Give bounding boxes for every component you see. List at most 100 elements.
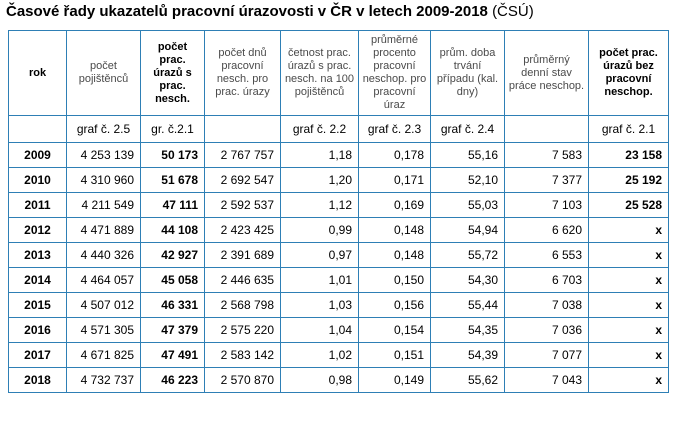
daily-state-cell: 7 036 xyxy=(504,317,589,343)
avg-duration-cell: 54,30 xyxy=(430,267,505,293)
graph-ref-cell xyxy=(204,115,281,143)
injuries-with-incapacity-cell: 44 108 xyxy=(140,217,205,243)
incapacity-days-cell: 2 583 142 xyxy=(204,342,281,368)
graph-ref-cell: graf č. 2.2 xyxy=(280,115,359,143)
col-header-avg-percent: průměrné procento pracovní neschop. pro … xyxy=(358,30,431,116)
table-row: 2017 4 671 825 47 491 2 583 142 1,02 0,151 54,… xyxy=(8,342,669,368)
avg-percent-cell: 0,149 xyxy=(358,367,431,393)
incapacity-days-cell: 2 568 798 xyxy=(204,292,281,318)
page-title: Časové řady ukazatelů pracovní úrazovost… xyxy=(6,3,534,20)
injuries-with-incapacity-cell: 47 111 xyxy=(140,192,205,218)
graph-ref-cell: graf č. 2.3 xyxy=(358,115,431,143)
avg-duration-cell: 55,44 xyxy=(430,292,505,318)
frequency-cell: 1,04 xyxy=(280,317,359,343)
avg-percent-cell: 0,178 xyxy=(358,142,431,168)
insured-cell: 4 732 737 xyxy=(66,367,141,393)
insured-cell: 4 253 139 xyxy=(66,142,141,168)
insured-cell: 4 507 012 xyxy=(66,292,141,318)
table-body: rok počet pojištěnců počet prac. úrazů s… xyxy=(8,30,669,393)
daily-state-cell: 7 103 xyxy=(504,192,589,218)
title-source: (ČSÚ) xyxy=(492,3,534,20)
incapacity-days-cell: 2 446 635 xyxy=(204,267,281,293)
injuries-with-incapacity-cell: 47 491 xyxy=(140,342,205,368)
header-row: rok počet pojištěnců počet prac. úrazů s… xyxy=(8,30,669,116)
frequency-cell: 1,03 xyxy=(280,292,359,318)
daily-state-cell: 7 043 xyxy=(504,367,589,393)
insured-cell: 4 464 057 xyxy=(66,267,141,293)
daily-state-cell: 7 583 xyxy=(504,142,589,168)
table-row: 2012 4 471 889 44 108 2 423 425 0,99 0,148 54,… xyxy=(8,217,669,243)
title-main: Časové řady ukazatelů pracovní úrazovost… xyxy=(6,3,488,20)
injuries-without-incapacity-cell: 23 158 xyxy=(588,142,669,168)
injuries-without-incapacity-cell: 25 528 xyxy=(588,192,669,218)
graph-ref-cell xyxy=(504,115,589,143)
col-header-frequency: četnost prac. úrazů s prac. nesch. na 10… xyxy=(280,30,359,116)
injuries-with-incapacity-cell: 46 223 xyxy=(140,367,205,393)
daily-state-cell: 6 703 xyxy=(504,267,589,293)
avg-duration-cell: 55,62 xyxy=(430,367,505,393)
graph-ref-cell: graf č. 2.4 xyxy=(430,115,505,143)
avg-percent-cell: 0,156 xyxy=(358,292,431,318)
frequency-cell: 1,01 xyxy=(280,267,359,293)
daily-state-cell: 7 038 xyxy=(504,292,589,318)
year-cell: 2018 xyxy=(8,367,67,393)
frequency-cell: 0,98 xyxy=(280,367,359,393)
injuries-with-incapacity-cell: 51 678 xyxy=(140,167,205,193)
table-row: 2011 4 211 549 47 111 2 592 537 1,12 0,169 55,… xyxy=(8,192,669,218)
insured-cell: 4 211 549 xyxy=(66,192,141,218)
daily-state-cell: 6 620 xyxy=(504,217,589,243)
avg-duration-cell: 55,16 xyxy=(430,142,505,168)
injuries-without-incapacity-cell: x xyxy=(588,292,669,318)
injuries-without-incapacity-cell: x xyxy=(588,317,669,343)
incapacity-days-cell: 2 692 547 xyxy=(204,167,281,193)
avg-duration-cell: 54,35 xyxy=(430,317,505,343)
col-header-incapacity-days: počet dnů pracovní nesch. pro prac. úraz… xyxy=(204,30,281,116)
frequency-cell: 1,12 xyxy=(280,192,359,218)
avg-percent-cell: 0,150 xyxy=(358,267,431,293)
frequency-cell: 1,20 xyxy=(280,167,359,193)
avg-duration-cell: 54,39 xyxy=(430,342,505,368)
year-cell: 2012 xyxy=(8,217,67,243)
insured-cell: 4 671 825 xyxy=(66,342,141,368)
injuries-with-incapacity-cell: 42 927 xyxy=(140,242,205,268)
injuries-with-incapacity-cell: 50 173 xyxy=(140,142,205,168)
avg-percent-cell: 0,148 xyxy=(358,217,431,243)
year-cell: 2014 xyxy=(8,267,67,293)
table-row: 2015 4 507 012 46 331 2 568 798 1,03 0,156 55,… xyxy=(8,292,669,318)
avg-duration-cell: 55,03 xyxy=(430,192,505,218)
year-cell: 2015 xyxy=(8,292,67,318)
graph-ref-cell xyxy=(8,115,67,143)
accident-statistics-table: rok počet pojištěnců počet prac. úrazů s… xyxy=(8,30,669,393)
daily-state-cell: 6 553 xyxy=(504,242,589,268)
insured-cell: 4 310 960 xyxy=(66,167,141,193)
insured-cell: 4 471 889 xyxy=(66,217,141,243)
injuries-with-incapacity-cell: 47 379 xyxy=(140,317,205,343)
incapacity-days-cell: 2 575 220 xyxy=(204,317,281,343)
frequency-cell: 1,18 xyxy=(280,142,359,168)
col-header-injuries-with-incapacity: počet prac. úrazů s prac. nesch. xyxy=(140,30,205,116)
avg-percent-cell: 0,151 xyxy=(358,342,431,368)
avg-duration-cell: 52,10 xyxy=(430,167,505,193)
injuries-without-incapacity-cell: x xyxy=(588,217,669,243)
graph-ref-cell: graf č. 2.1 xyxy=(588,115,669,143)
injuries-without-incapacity-cell: 25 192 xyxy=(588,167,669,193)
table-row: 2013 4 440 326 42 927 2 391 689 0,97 0,148 55,… xyxy=(8,242,669,268)
injuries-without-incapacity-cell: x xyxy=(588,242,669,268)
table-row: 2014 4 464 057 45 058 2 446 635 1,01 0,150 54,… xyxy=(8,267,669,293)
year-cell: 2016 xyxy=(8,317,67,343)
year-cell: 2009 xyxy=(8,142,67,168)
incapacity-days-cell: 2 767 757 xyxy=(204,142,281,168)
frequency-cell: 0,97 xyxy=(280,242,359,268)
year-cell: 2010 xyxy=(8,167,67,193)
avg-duration-cell: 55,72 xyxy=(430,242,505,268)
col-header-year: rok xyxy=(8,30,67,116)
insured-cell: 4 440 326 xyxy=(66,242,141,268)
avg-duration-cell: 54,94 xyxy=(430,217,505,243)
avg-percent-cell: 0,169 xyxy=(358,192,431,218)
frequency-cell: 1,02 xyxy=(280,342,359,368)
daily-state-cell: 7 377 xyxy=(504,167,589,193)
incapacity-days-cell: 2 423 425 xyxy=(204,217,281,243)
col-header-insured: počet pojištěnců xyxy=(66,30,141,116)
graph-ref-cell: gr. č.2.1 xyxy=(140,115,205,143)
frequency-cell: 0,99 xyxy=(280,217,359,243)
